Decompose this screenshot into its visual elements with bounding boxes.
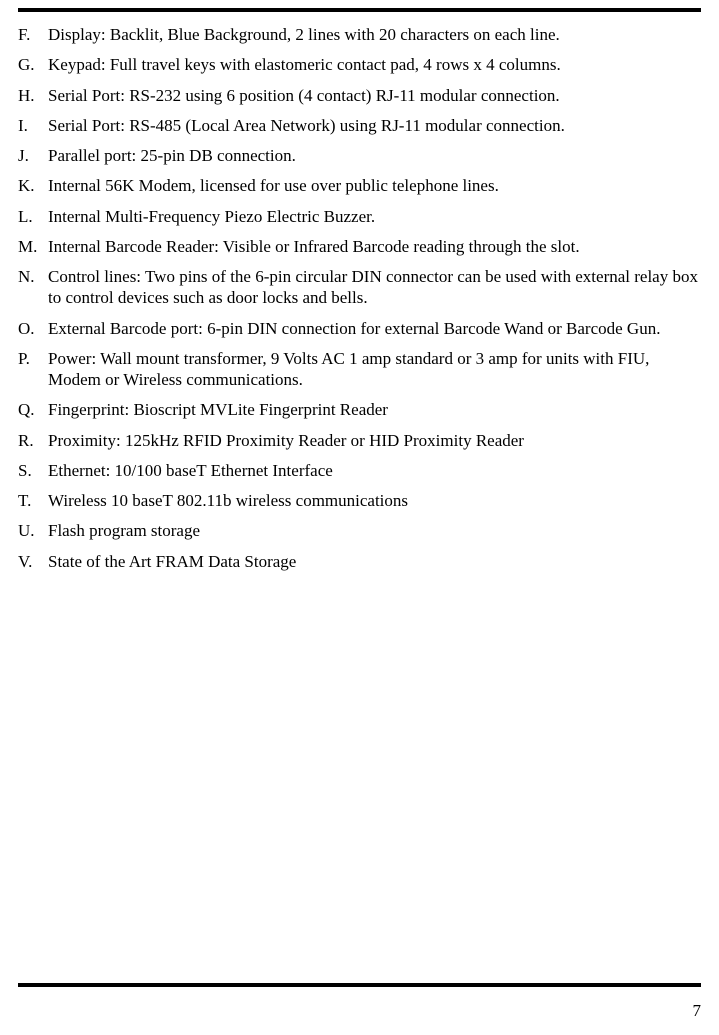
list-item: P. Power: Wall mount transformer, 9 Volt… (18, 348, 701, 391)
list-item: J. Parallel port: 25-pin DB connection. (18, 145, 701, 166)
list-text: Parallel port: 25-pin DB connection. (48, 145, 701, 166)
list-text: State of the Art FRAM Data Storage (48, 551, 701, 572)
list-item: R. Proximity: 125kHz RFID Proximity Read… (18, 430, 701, 451)
document-page: F. Display: Backlit, Blue Background, 2 … (0, 0, 719, 1035)
list-item: N. Control lines: Two pins of the 6-pin … (18, 266, 701, 309)
bottom-rule (18, 983, 701, 987)
list-item: G. Keypad: Full travel keys with elastom… (18, 54, 701, 75)
top-rule (18, 8, 701, 12)
list-item: S. Ethernet: 10/100 baseT Ethernet Inter… (18, 460, 701, 481)
list-text: Display: Backlit, Blue Background, 2 lin… (48, 24, 701, 45)
list-marker: O. (18, 318, 48, 339)
list-marker: H. (18, 85, 48, 106)
list-marker: M. (18, 236, 48, 257)
list-text: Proximity: 125kHz RFID Proximity Reader … (48, 430, 701, 451)
list-marker: L. (18, 206, 48, 227)
list-item: M. Internal Barcode Reader: Visible or I… (18, 236, 701, 257)
list-marker: U. (18, 520, 48, 541)
list-text: Serial Port: RS-485 (Local Area Network)… (48, 115, 701, 136)
list-item: I. Serial Port: RS-485 (Local Area Netwo… (18, 115, 701, 136)
list-item: O. External Barcode port: 6-pin DIN conn… (18, 318, 701, 339)
list-text: Power: Wall mount transformer, 9 Volts A… (48, 348, 701, 391)
list-marker: K. (18, 175, 48, 196)
page-content: F. Display: Backlit, Blue Background, 2 … (18, 24, 701, 979)
list-text: Serial Port: RS-232 using 6 position (4 … (48, 85, 701, 106)
list-item: V. State of the Art FRAM Data Storage (18, 551, 701, 572)
list-item: K. Internal 56K Modem, licensed for use … (18, 175, 701, 196)
list-marker: I. (18, 115, 48, 136)
list-text: Wireless 10 baseT 802.11b wireless commu… (48, 490, 701, 511)
list-item: T. Wireless 10 baseT 802.11b wireless co… (18, 490, 701, 511)
list-item: U. Flash program storage (18, 520, 701, 541)
list-marker: N. (18, 266, 48, 287)
list-marker: P. (18, 348, 48, 369)
list-marker: V. (18, 551, 48, 572)
list-item: H. Serial Port: RS-232 using 6 position … (18, 85, 701, 106)
list-text: Internal 56K Modem, licensed for use ove… (48, 175, 701, 196)
list-marker: G. (18, 54, 48, 75)
list-text: Internal Barcode Reader: Visible or Infr… (48, 236, 701, 257)
list-item: F. Display: Backlit, Blue Background, 2 … (18, 24, 701, 45)
list-text: Ethernet: 10/100 baseT Ethernet Interfac… (48, 460, 701, 481)
list-marker: T. (18, 490, 48, 511)
list-marker: F. (18, 24, 48, 45)
list-marker: J. (18, 145, 48, 166)
list-item: L. Internal Multi-Frequency Piezo Electr… (18, 206, 701, 227)
page-number: 7 (693, 1000, 702, 1021)
list-marker: S. (18, 460, 48, 481)
list-text: Internal Multi-Frequency Piezo Electric … (48, 206, 701, 227)
list-marker: Q. (18, 399, 48, 420)
list-text: Control lines: Two pins of the 6-pin cir… (48, 266, 701, 309)
list-text: Flash program storage (48, 520, 701, 541)
list-text: Fingerprint: Bioscript MVLite Fingerprin… (48, 399, 701, 420)
list-marker: R. (18, 430, 48, 451)
list-text: External Barcode port: 6-pin DIN connect… (48, 318, 701, 339)
list-item: Q. Fingerprint: Bioscript MVLite Fingerp… (18, 399, 701, 420)
list-text: Keypad: Full travel keys with elastomeri… (48, 54, 701, 75)
